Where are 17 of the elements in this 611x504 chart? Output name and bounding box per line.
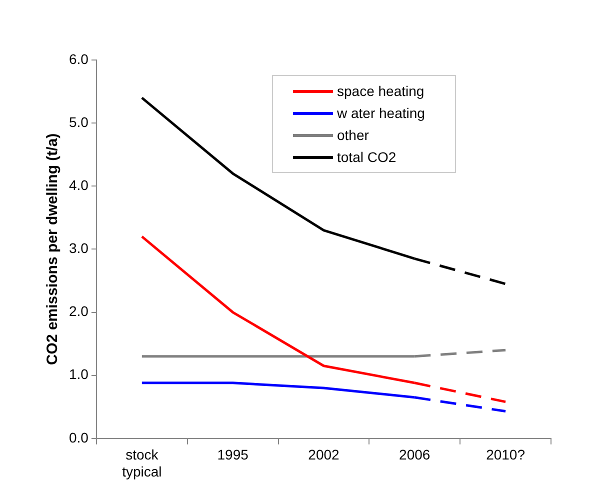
y-tick-label: 4.0 [68, 176, 89, 193]
y-tick-label: 5.0 [68, 114, 89, 130]
y-tick-label: 1.0 [68, 366, 89, 382]
y-axis-title: CO2 emissions per dwelling (t/a) [44, 133, 62, 366]
legend-label: space heating [337, 83, 424, 99]
x-tick-label: stock typical [122, 446, 162, 480]
x-tick-label: 1995 [217, 446, 249, 463]
x-tick-label: 2010? [486, 446, 526, 463]
x-tick-label: 2002 [308, 446, 340, 463]
y-tick-label: 0.0 [68, 429, 89, 446]
legend-label: other [337, 127, 369, 143]
y-tick-label: 2.0 [68, 303, 89, 320]
y-tick-label: 3.0 [68, 240, 89, 256]
y-tick-label: 6.0 [68, 50, 89, 67]
legend-label: total CO2 [337, 149, 396, 165]
x-tick-label: 2006 [399, 446, 430, 463]
legend-label: w ater heating [337, 105, 425, 121]
